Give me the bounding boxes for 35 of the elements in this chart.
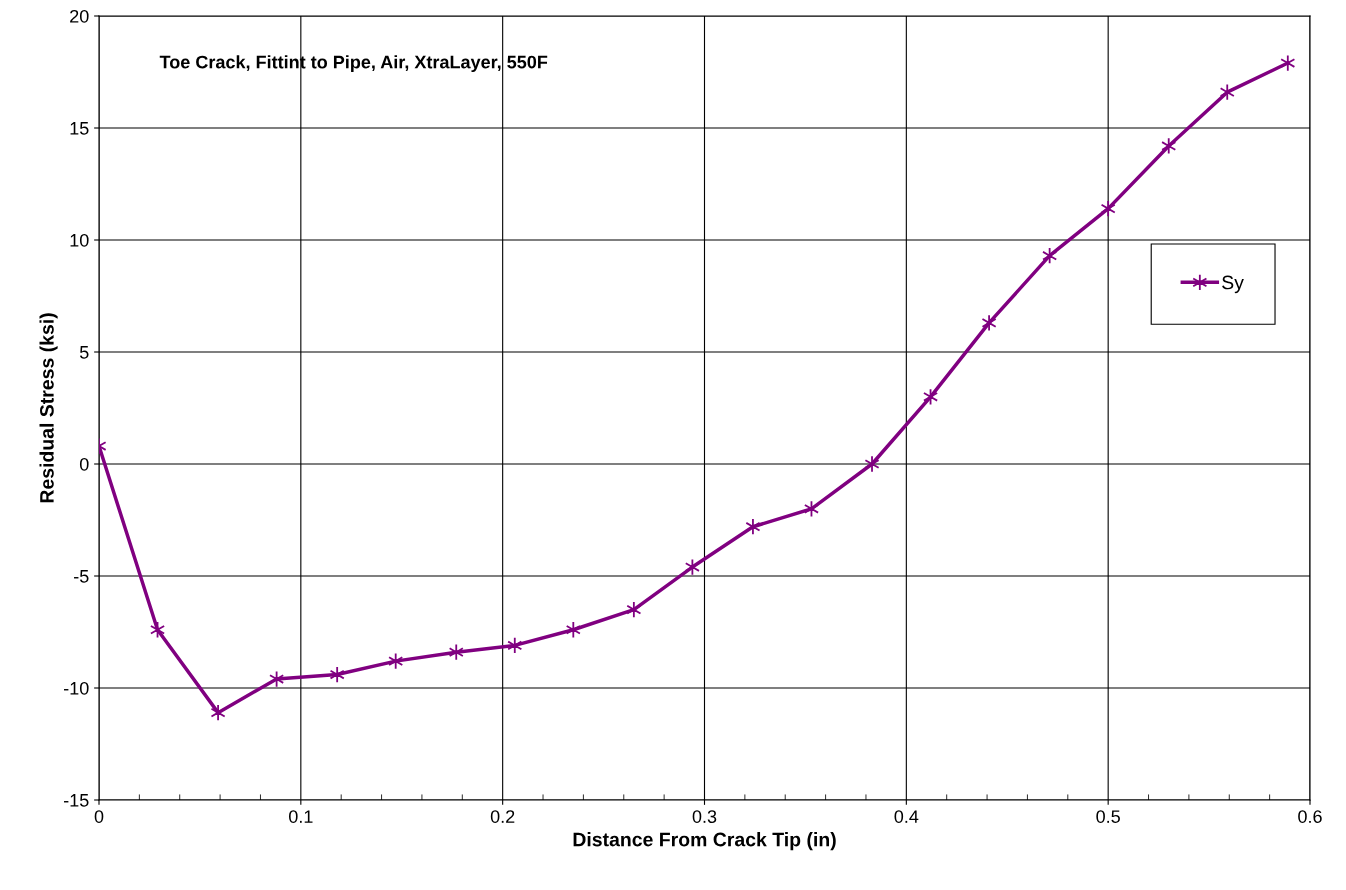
y-tick-label: 5 [79, 346, 89, 359]
x-tick-label: 0.3 [692, 810, 717, 823]
point [1100, 200, 1116, 218]
point [1280, 54, 1296, 72]
x-tick-label: 0.5 [1096, 810, 1120, 823]
point [1042, 247, 1058, 265]
point [626, 601, 642, 619]
point [329, 666, 345, 684]
point [507, 636, 523, 654]
x-tick-label: 0.6 [1298, 810, 1322, 823]
point [981, 314, 997, 332]
point [448, 643, 464, 661]
point [269, 670, 285, 688]
point [388, 652, 404, 670]
x-tick-label: 0.4 [894, 810, 919, 823]
y-tick-label: -5 [74, 570, 89, 583]
point [565, 621, 581, 639]
y-axis-title: Residual Stress (ksi) [39, 313, 58, 503]
x-tick-label: 0 [94, 810, 104, 823]
y-tick-label: -15 [63, 794, 89, 807]
y-tick-label: -10 [63, 681, 89, 695]
x-tick-label: 0.2 [490, 810, 515, 823]
point [1161, 137, 1177, 155]
point [745, 518, 761, 536]
point [684, 558, 700, 576]
x-tick-label: 0.1 [288, 810, 313, 823]
x-axis-title: Distance From Crack Tip (in) [573, 832, 836, 851]
y-tick-label: 15 [70, 122, 89, 135]
y-tick-label: 20 [70, 9, 89, 23]
point [864, 455, 880, 473]
legend-label: Sy [1222, 275, 1244, 294]
point [1219, 83, 1235, 101]
point [210, 704, 226, 722]
y-tick-label: 10 [70, 233, 89, 247]
y-tick-label: 0 [79, 457, 89, 471]
